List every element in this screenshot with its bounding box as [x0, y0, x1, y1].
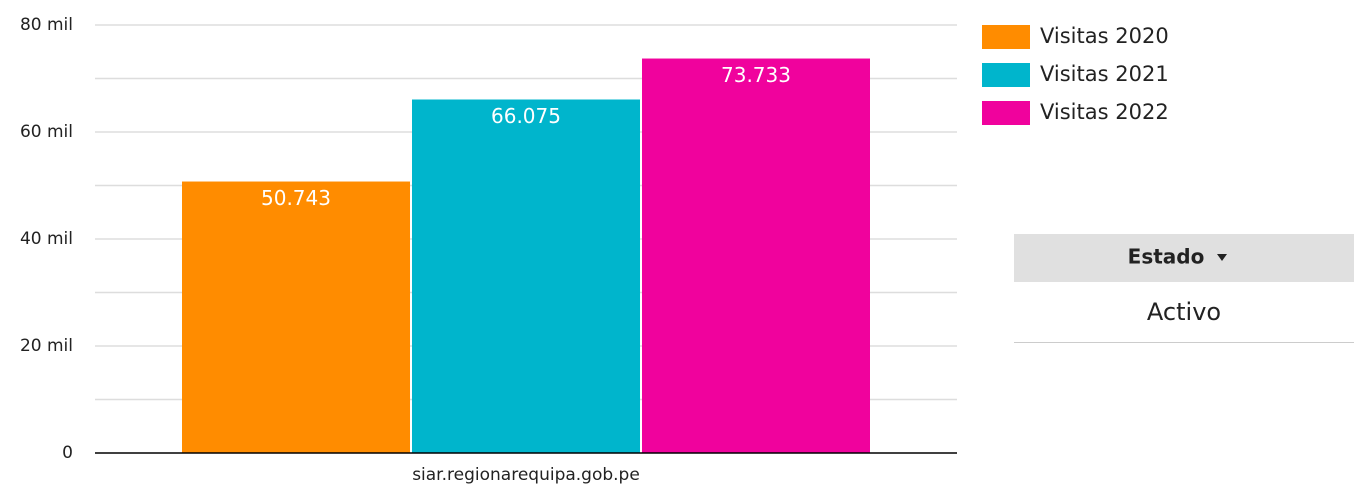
- y-tick-label: 60 mil: [20, 122, 73, 142]
- legend-label: Visitas 2020: [1040, 24, 1169, 48]
- bar: [412, 99, 640, 453]
- filter-header-bg[interactable]: [1014, 234, 1354, 282]
- y-tick-label: 0: [62, 443, 73, 463]
- legend-swatch: [982, 101, 1030, 125]
- sort-icon[interactable]: [1217, 254, 1227, 261]
- filter-header[interactable]: Estado: [1128, 245, 1205, 269]
- filter-value[interactable]: Activo: [1147, 298, 1221, 326]
- x-tick-label: siar.regionarequipa.gob.pe: [412, 465, 640, 485]
- legend-swatch: [982, 25, 1030, 49]
- y-tick-label: 40 mil: [20, 229, 73, 249]
- data-label: 66.075: [491, 104, 561, 128]
- data-label: 50.743: [261, 186, 331, 210]
- y-tick-label: 80 mil: [20, 15, 73, 35]
- y-tick-label: 20 mil: [20, 336, 73, 356]
- bar: [642, 58, 870, 454]
- data-label: 73.733: [721, 63, 791, 87]
- bar: [182, 181, 410, 453]
- legend-label: Visitas 2022: [1040, 100, 1169, 124]
- legend-label: Visitas 2021: [1040, 62, 1169, 86]
- legend-swatch: [982, 63, 1030, 87]
